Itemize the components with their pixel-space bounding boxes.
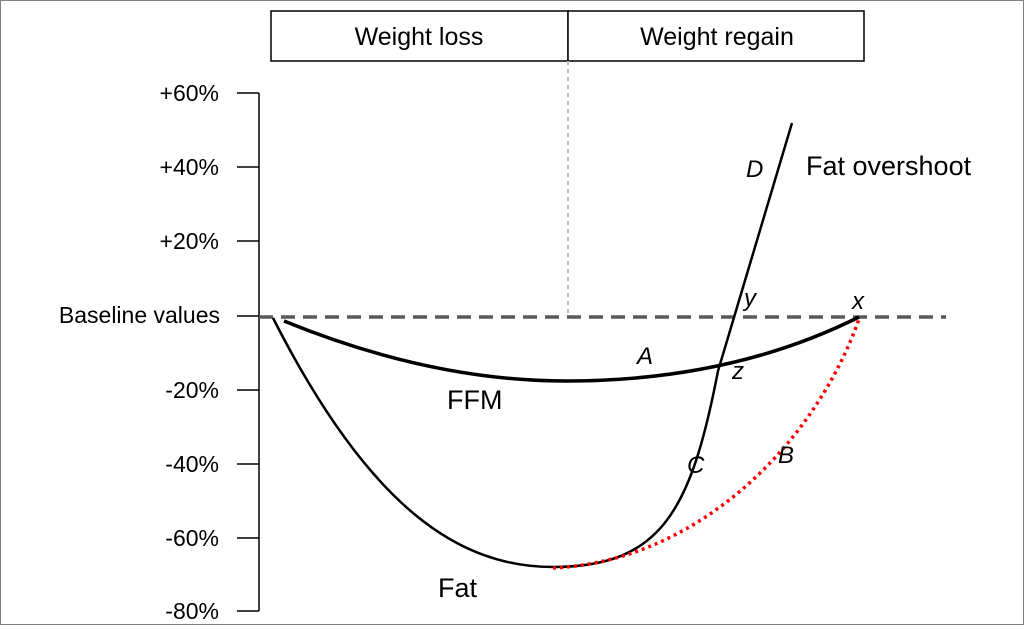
weight-loss-label: Weight loss <box>355 23 484 51</box>
point-c-label: C <box>687 452 705 479</box>
point-x-label: x <box>851 288 865 315</box>
point-b-label: B <box>778 442 794 469</box>
fat-curve <box>271 122 794 569</box>
point-z-label: z <box>731 358 744 385</box>
weight-regain-label: Weight regain <box>640 23 794 51</box>
tick-label-minus80: -80% <box>165 598 219 624</box>
weight-loss-box <box>270 10 569 62</box>
baseline-values-label: Baseline values <box>59 302 220 328</box>
tick-label-plus40: +40% <box>160 154 219 180</box>
ffm-label: FFM <box>447 385 502 415</box>
point-a-label: A <box>635 343 653 370</box>
point-d-label: D <box>746 156 763 183</box>
tick-label-plus60: +60% <box>160 80 219 106</box>
fat-label: Fat <box>438 573 478 603</box>
tick-label-minus40: -40% <box>165 451 219 477</box>
weight-regain-box <box>567 10 865 62</box>
tick-label-minus60: -60% <box>165 525 219 551</box>
tick-label-minus20: -20% <box>165 377 219 403</box>
fat-recovery-dotted-curve <box>552 318 861 570</box>
tick-label-plus20: +20% <box>160 228 219 254</box>
ffm-curve <box>283 315 860 383</box>
point-y-label: y <box>742 285 758 312</box>
fat-overshoot-label: Fat overshoot <box>806 151 972 181</box>
